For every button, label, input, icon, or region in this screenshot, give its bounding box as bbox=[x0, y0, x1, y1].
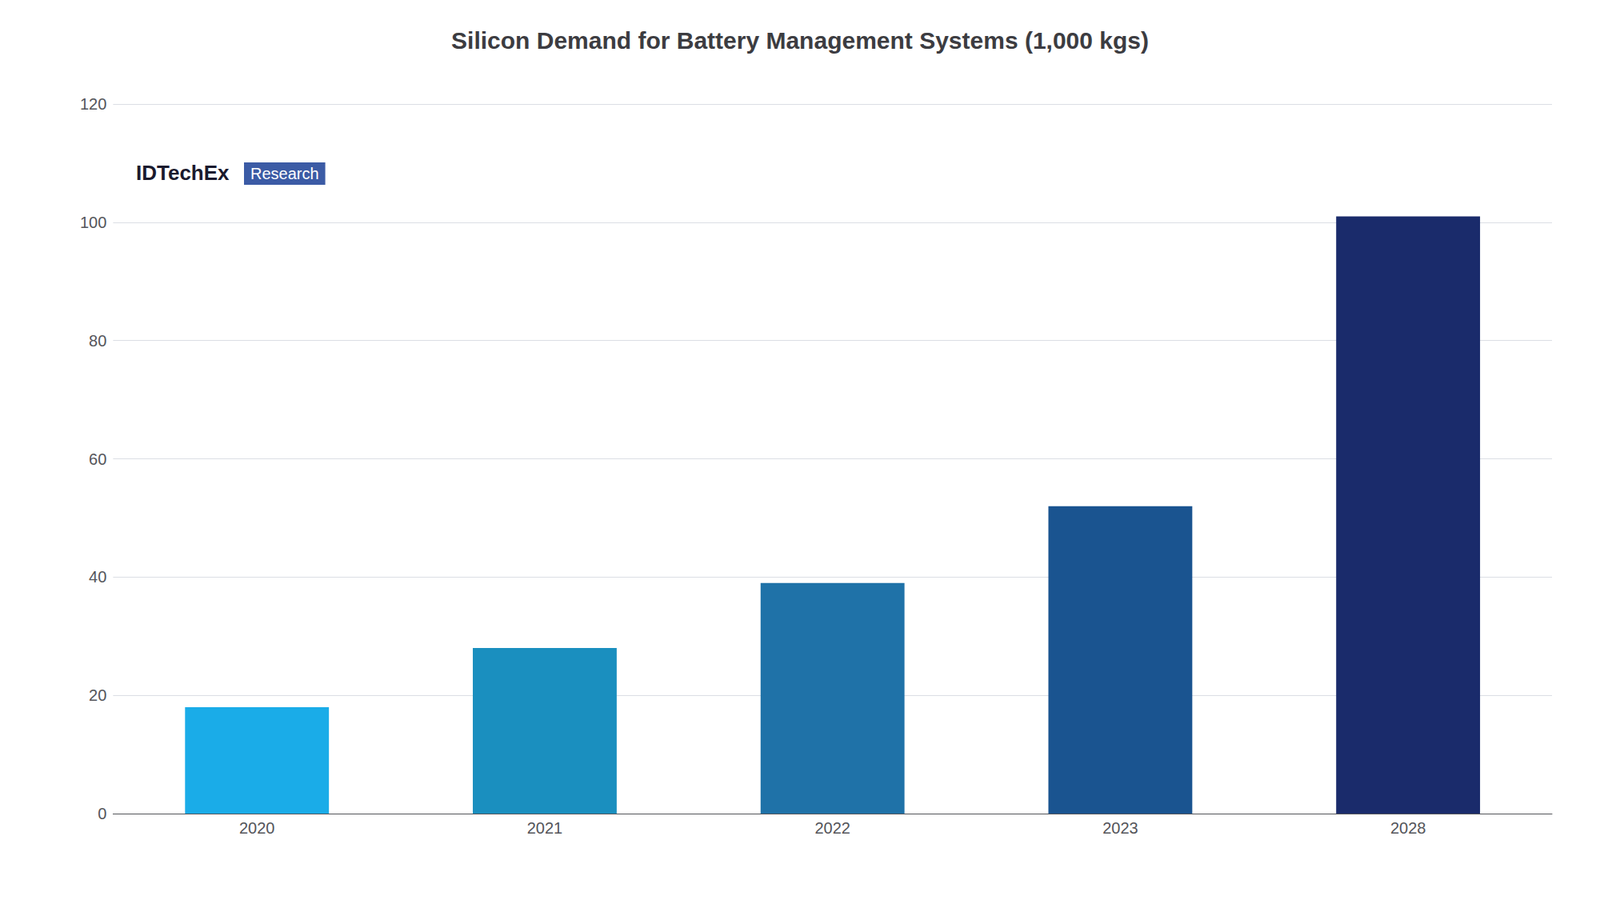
svg-text:2028: 2028 bbox=[1390, 819, 1427, 837]
svg-text:60: 60 bbox=[88, 450, 107, 468]
svg-text:0: 0 bbox=[97, 804, 107, 823]
svg-text:120: 120 bbox=[80, 95, 107, 113]
svg-text:2020: 2020 bbox=[239, 819, 276, 837]
svg-text:Research: Research bbox=[250, 164, 320, 183]
svg-text:IDTechEx: IDTechEx bbox=[136, 160, 230, 185]
svg-text:2021: 2021 bbox=[527, 819, 564, 837]
svg-text:100: 100 bbox=[80, 213, 107, 232]
svg-text:2022: 2022 bbox=[814, 819, 851, 837]
svg-text:80: 80 bbox=[88, 332, 107, 350]
svg-text:20: 20 bbox=[88, 686, 107, 704]
svg-text:40: 40 bbox=[88, 568, 107, 586]
svg-text:Silicon Demand for Battery Man: Silicon Demand for Battery Management Sy… bbox=[451, 27, 1149, 54]
svg-text:2023: 2023 bbox=[1102, 819, 1139, 837]
